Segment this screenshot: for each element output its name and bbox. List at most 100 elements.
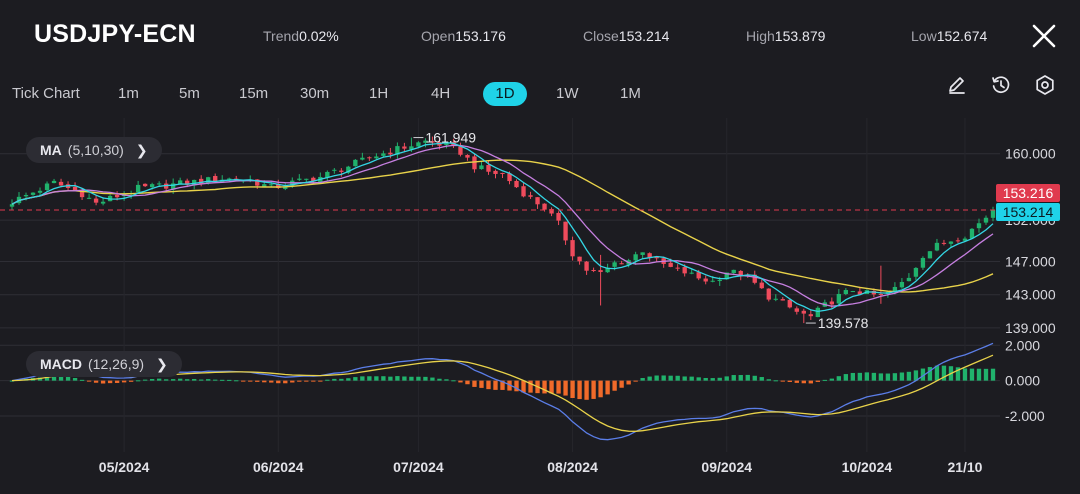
candle-down: [577, 256, 582, 262]
last-price-tag: [996, 202, 1060, 221]
timeframe-15m[interactable]: 15m: [239, 85, 269, 102]
candle-down: [199, 178, 204, 184]
macd-bar-negative: [570, 380, 575, 398]
candle-up: [149, 184, 155, 188]
macd-bar-positive: [44, 376, 50, 381]
candle-up: [913, 267, 919, 277]
macd-bar-positive: [668, 375, 673, 381]
macd-bar-negative: [107, 380, 113, 384]
low-annotation: 139.578: [818, 315, 869, 331]
candle-up: [395, 146, 400, 155]
macd-bar-positive: [955, 367, 961, 381]
macd-bar-positive: [696, 377, 701, 381]
timeframe-1w[interactable]: 1W: [556, 85, 579, 102]
macd-bar-negative: [507, 380, 512, 391]
candlestick-chart[interactable]: 160.000152.000147.000143.000139.0002.000…: [0, 118, 1080, 494]
macd-bar-negative: [248, 380, 253, 382]
candle-down: [542, 203, 547, 210]
macd-bar-positive: [332, 378, 337, 381]
macd-bar-negative: [801, 380, 806, 384]
close-icon: [1032, 24, 1056, 48]
stat-low-value: 152.674: [936, 28, 988, 44]
macd-bar-positive: [822, 379, 828, 381]
candle-down: [500, 172, 505, 174]
stat-trend-value: 0.02%: [299, 28, 339, 44]
timeframe-1d[interactable]: 1D: [483, 82, 527, 106]
ma-indicator-pill[interactable]: MA (5,10,30) ❯: [26, 137, 162, 163]
candle-up: [773, 298, 778, 300]
macd-bar-positive: [675, 375, 680, 381]
candle-up: [927, 251, 933, 259]
candle-down: [941, 242, 947, 244]
candle-up: [689, 272, 694, 274]
macd-bar-negative: [472, 380, 477, 387]
candle-up: [423, 140, 428, 143]
timeframe-1m[interactable]: 1m: [118, 85, 139, 102]
candle-up: [297, 178, 302, 180]
candle-down: [93, 198, 99, 203]
timeframe-30m[interactable]: 30m: [300, 85, 330, 102]
macd-tick-label: 2.000: [1005, 337, 1040, 353]
candle-down: [185, 180, 190, 185]
time-axis-label: 07/2024: [393, 459, 444, 475]
history-button[interactable]: [990, 74, 1012, 96]
stat-low: Low152.674: [911, 28, 987, 44]
macd-bar-positive: [703, 377, 708, 381]
macd-bar-negative: [311, 380, 316, 382]
stat-trend: Trend0.02%: [263, 28, 339, 44]
macd-bar-negative: [500, 380, 505, 390]
macd-bar-negative: [549, 380, 554, 394]
macd-bar-positive: [689, 376, 694, 381]
candle-down: [570, 240, 575, 257]
macd-indicator-pill[interactable]: MACD (12,26,9) ❯: [26, 351, 182, 377]
macd-bar-negative: [121, 380, 127, 383]
macd-bar-positive: [682, 376, 687, 381]
timeframe-tick-chart[interactable]: Tick Chart: [12, 85, 80, 102]
macd-bar-negative: [598, 380, 603, 398]
macd-bar-negative: [269, 380, 274, 383]
candle-down: [528, 195, 533, 197]
timeframe-4h[interactable]: 4H: [431, 85, 451, 102]
stat-open-label: Open: [421, 28, 456, 44]
macd-bar-positive: [745, 374, 750, 381]
macd-bar-negative: [514, 380, 519, 392]
macd-bar-positive: [717, 377, 722, 381]
macd-bar-positive: [381, 376, 386, 381]
macd-bar-negative: [794, 380, 799, 383]
timeframe-1mo[interactable]: 1M: [620, 85, 641, 102]
candle-down: [486, 165, 491, 172]
candle-up: [920, 257, 926, 268]
chevron-right-icon: ❯: [156, 355, 168, 372]
stat-high-value: 153.879: [774, 28, 826, 44]
close-button[interactable]: [1026, 18, 1062, 54]
candle-up: [283, 186, 288, 189]
macd-bar-positive: [199, 379, 204, 381]
stat-high: High153.879: [746, 28, 825, 44]
settings-button[interactable]: [1034, 74, 1056, 96]
draw-tool-button[interactable]: [946, 74, 968, 96]
macd-bar-positive: [934, 365, 940, 381]
grid-layer: [0, 118, 1000, 452]
chart-area[interactable]: 160.000152.000147.000143.000139.0002.000…: [0, 118, 1080, 494]
macd-bar-positive: [220, 379, 225, 381]
macd-bar-positive: [135, 380, 141, 382]
candle-down: [521, 186, 526, 197]
candle-down: [829, 301, 835, 305]
candle-down: [780, 299, 785, 301]
timeframe-1h[interactable]: 1H: [369, 85, 389, 102]
candle-up: [444, 142, 449, 145]
candle-up: [899, 281, 905, 288]
macd-bar-positive: [65, 376, 71, 381]
candle-up: [353, 159, 358, 167]
macd-bar-negative: [241, 380, 246, 382]
candle-up: [416, 142, 421, 147]
time-axis-label: 06/2024: [253, 459, 304, 475]
candle-down: [493, 170, 498, 174]
timeframe-5m[interactable]: 5m: [179, 85, 200, 102]
macd-bar-negative: [318, 380, 323, 382]
macd-bar-negative: [276, 380, 281, 384]
candle-up: [479, 165, 484, 170]
candle-up: [269, 184, 274, 186]
candle-down: [58, 181, 64, 186]
candle-up: [135, 184, 141, 193]
